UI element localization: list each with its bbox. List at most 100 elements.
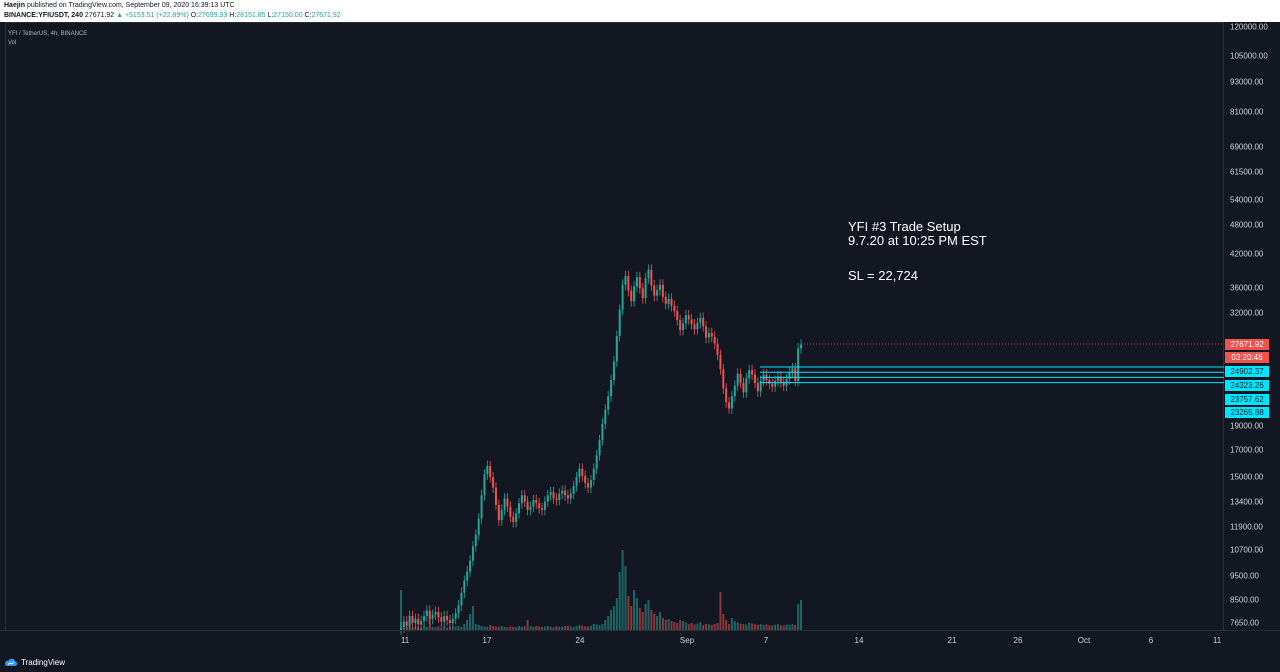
volume-bar xyxy=(630,606,633,630)
candle-body xyxy=(428,610,431,619)
candle-body xyxy=(650,269,653,286)
price-axis-tick: 10700.00 xyxy=(1230,545,1264,555)
publish-line: Haejin published on TradingView.com, Sep… xyxy=(4,1,1276,11)
candle-body xyxy=(733,385,736,397)
candle-body xyxy=(687,315,690,320)
level-tag-2: 24323.26 xyxy=(1225,380,1269,391)
close-label: C: xyxy=(304,12,312,19)
price-axis-tick: 93000.00 xyxy=(1230,77,1264,87)
volume-bar xyxy=(788,624,791,630)
volume-bar xyxy=(483,626,486,630)
volume-bar xyxy=(800,600,802,630)
candle-body xyxy=(719,354,722,370)
price-axis-tick: 36000.00 xyxy=(1230,283,1264,293)
volume-bar xyxy=(635,598,638,630)
volume-bar xyxy=(601,624,604,630)
candle-body xyxy=(751,370,754,375)
price-axis-tick: 8500.00 xyxy=(1230,595,1259,605)
price-axis[interactable]: 120000.00 105000.00 93000.00 81000.00 69000.… xyxy=(1224,22,1280,630)
low-label: L: xyxy=(267,12,274,19)
candle-body xyxy=(644,278,647,299)
volume-bar xyxy=(546,626,549,630)
candle-body xyxy=(661,284,664,297)
volume-bar xyxy=(641,612,644,630)
time-axis-tick: 14 xyxy=(854,636,864,645)
volume-bar xyxy=(414,626,417,630)
volume-bar xyxy=(457,626,460,630)
price-axis-tick: 61500.00 xyxy=(1230,167,1264,177)
time-axis-tick: 26 xyxy=(1013,636,1023,645)
tradingview-footer[interactable]: TradingView xyxy=(4,654,65,670)
volume-bar xyxy=(561,626,564,630)
price-axis-tick: 13400.00 xyxy=(1230,497,1264,507)
chart-pane[interactable] xyxy=(5,22,1224,630)
candle-body xyxy=(601,423,604,441)
candle-body xyxy=(739,373,742,383)
time-axis-tick: 21 xyxy=(947,636,957,645)
candle-body xyxy=(471,546,474,561)
volume-bar xyxy=(555,626,558,630)
volume-bar xyxy=(762,625,765,630)
volume-bar xyxy=(684,622,687,630)
volume-bar xyxy=(454,626,457,630)
candle-body xyxy=(684,315,687,324)
volume-bar xyxy=(592,624,595,630)
candle-body xyxy=(710,332,713,337)
volume-bar xyxy=(699,622,702,630)
volume-bar xyxy=(679,620,682,630)
candle-body xyxy=(589,480,592,488)
volume-bar xyxy=(526,620,529,630)
volume-bar xyxy=(644,604,647,630)
candle-body xyxy=(443,616,446,622)
volume-bar xyxy=(713,624,716,630)
price-axis-tick: 17000.00 xyxy=(1230,445,1264,455)
time-axis-tick: 6 xyxy=(1148,636,1154,645)
candle-body xyxy=(742,382,745,393)
candle-body xyxy=(535,500,538,504)
candle-body xyxy=(486,465,489,475)
volume-bar xyxy=(543,626,546,630)
volume-bar xyxy=(742,624,745,630)
candle-body xyxy=(797,348,800,381)
candle-body xyxy=(745,378,748,393)
price-axis-tick: 42000.00 xyxy=(1230,249,1264,259)
volume-bar xyxy=(730,618,733,630)
time-axis-tick: Oct xyxy=(1077,636,1091,645)
trade-setup-annotation[interactable]: YFI #3 Trade Setup 9.7.20 at 10:25 PM ES… xyxy=(848,220,987,283)
candle-body xyxy=(647,269,650,279)
candle-body xyxy=(725,388,728,403)
candle-body xyxy=(517,503,520,514)
publisher-name: Haejin xyxy=(4,2,26,9)
candle-body xyxy=(500,509,503,521)
candle-body xyxy=(584,475,587,484)
volume-bar xyxy=(612,606,615,630)
volume-bar xyxy=(578,625,581,630)
time-axis[interactable]: 11 17 24 Sep 7 14 21 26 Oct 6 11 xyxy=(0,630,1280,653)
volume-bar xyxy=(736,622,739,630)
candle-body xyxy=(696,322,699,330)
candle-body xyxy=(492,477,495,488)
level-tag-1: 24902.37 xyxy=(1225,366,1269,377)
volume-bar xyxy=(446,627,449,630)
candle-body xyxy=(630,290,633,302)
candle-body xyxy=(633,286,636,302)
candle-body xyxy=(713,336,716,344)
annotation-stop-loss: SL = 22,724 xyxy=(848,268,918,283)
candle-body xyxy=(523,495,526,502)
volume-bar xyxy=(425,627,428,630)
candle-body xyxy=(624,275,627,285)
volume-bar xyxy=(739,623,742,630)
volume-bar xyxy=(471,606,474,630)
volume-bar xyxy=(745,624,748,630)
volume-bar xyxy=(400,590,402,630)
volume-bar xyxy=(748,622,751,630)
candle-body xyxy=(759,380,762,392)
volume-bar xyxy=(779,625,782,630)
candle-body xyxy=(748,370,751,379)
volume-bar xyxy=(725,620,728,630)
time-axis-tick: 11 xyxy=(1212,636,1222,645)
price-axis-tick: 11900.00 xyxy=(1230,522,1263,532)
tradingview-cloud-icon xyxy=(5,658,18,666)
candle-body xyxy=(549,492,552,496)
